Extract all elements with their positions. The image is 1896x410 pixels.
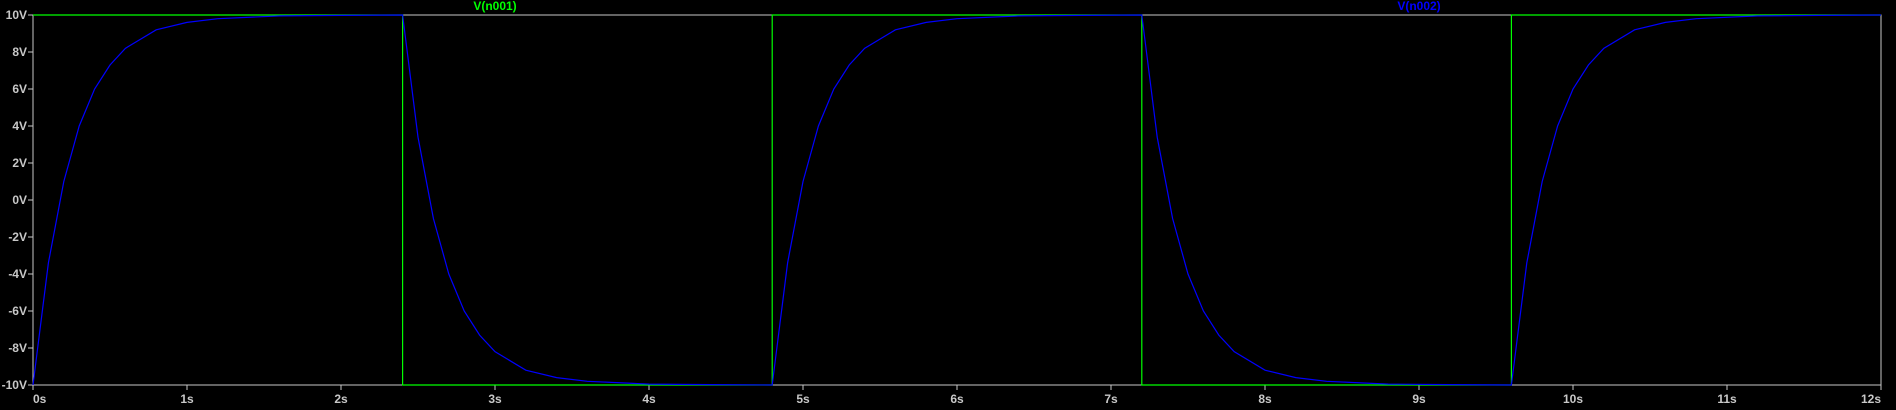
x-tick-label: 10s [1563, 392, 1583, 406]
x-tick-label: 5s [796, 392, 810, 406]
y-tick-label: 8V [12, 45, 27, 59]
series-layer [32, 14, 1882, 386]
x-tick-label: 9s [1412, 392, 1426, 406]
x-tick-label: 1s [180, 392, 194, 406]
y-tick-label: 0V [12, 193, 27, 207]
x-tick-label: 2s [334, 392, 348, 406]
legend-entry-1: V(n001) [473, 0, 516, 13]
y-tick-label: -2V [8, 230, 27, 244]
x-axis-ticks: 0s 1s 2s 3s 4s 5s 6s 7s 8s 9s 10s 11s 12s [32, 385, 1882, 406]
x-tick-label: 8s [1258, 392, 1272, 406]
x-tick-label: 12s [1861, 392, 1881, 406]
y-tick-label: 2V [12, 156, 27, 170]
y-tick-label: -8V [8, 341, 27, 355]
y-tick-label: 10V [6, 8, 27, 22]
series-line-1 [33, 14, 1881, 386]
y-tick-label: -6V [8, 304, 27, 318]
legend-entry-2: V(n002) [1397, 0, 1440, 13]
plot-area [32, 14, 1882, 386]
legend: V(n001) V(n002) [473, 0, 1440, 13]
x-tick-label: 11s [1717, 392, 1737, 406]
x-tick-label: 0s [33, 392, 47, 406]
y-tick-label: 6V [12, 82, 27, 96]
x-tick-label: 4s [642, 392, 656, 406]
y-tick-label: -10V [2, 378, 27, 392]
y-tick-label: -4V [8, 267, 27, 281]
x-tick-label: 3s [488, 392, 502, 406]
series-line-2 [32, 14, 1882, 386]
x-tick-label: 7s [1104, 392, 1118, 406]
y-axis-ticks: 10V 8V 6V 4V 2V 0V -2V -4V -6V -8V -10V [2, 8, 33, 392]
x-tick-label: 6s [950, 392, 964, 406]
y-tick-label: 4V [12, 119, 27, 133]
